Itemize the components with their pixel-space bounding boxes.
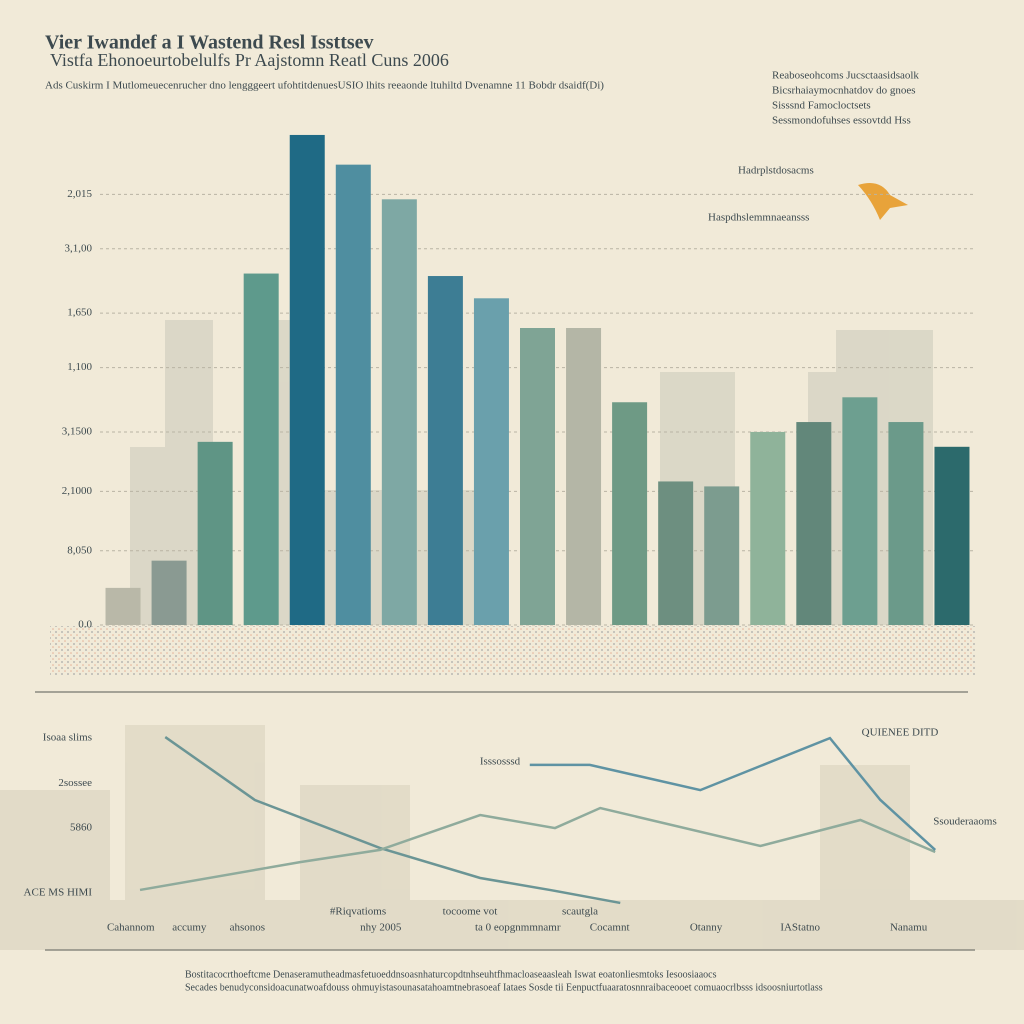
y-tick-label: 2,1000 <box>62 485 93 497</box>
bar <box>197 441 233 625</box>
bar <box>427 276 463 625</box>
x-tick-label: Cocamnt <box>590 922 630 934</box>
annotation: Isssosssd <box>480 756 521 768</box>
bar <box>473 298 509 625</box>
side-note: Hadrplstdosacms <box>738 165 814 177</box>
bar <box>704 486 740 625</box>
annotation: Ssouderaaoms <box>933 816 997 828</box>
annotation: QUIENEE DITD <box>862 727 939 739</box>
x-tick-label: Otanny <box>690 922 723 934</box>
side-note: Bicsrhaiaymocnhatdov do gnoes <box>772 85 916 97</box>
bar <box>289 134 325 625</box>
bar <box>151 560 187 625</box>
description: Ads Cuskirm I Mutlomeuecenrucher dno len… <box>45 80 604 92</box>
y-tick-label: ACE MS HIMI <box>24 886 93 898</box>
y-tick-label: 2,015 <box>67 188 92 200</box>
x-tick-label: ta 0 eopgnmmnamr <box>475 922 561 934</box>
dotted-band <box>50 626 975 676</box>
y-tick-label: 1,650 <box>67 307 92 319</box>
x-tick-label: IAStatno <box>780 922 820 934</box>
x-tick-label: accumy <box>172 922 207 934</box>
y-tick-label: 8,050 <box>67 544 92 556</box>
icon <box>858 182 908 220</box>
bar <box>381 199 417 626</box>
y-tick-label: 2sossee <box>58 777 92 789</box>
y-tick-label: 1,100 <box>67 361 92 373</box>
line <box>139 806 936 892</box>
ghost-buildings <box>0 725 1024 950</box>
bar <box>243 273 279 625</box>
x-tick-label: ahsonos <box>230 922 265 934</box>
annotation: scautgla <box>562 906 598 918</box>
side-note: Sessmondofuhses essovtdd Hss <box>772 115 911 127</box>
y-tick-label: 0.0 <box>78 619 92 631</box>
bar <box>520 328 555 625</box>
side-note: Sisssnd Famocloctsets <box>772 100 871 112</box>
footer: Secades benudyconsidoacunatwoafdouss ohm… <box>185 982 823 993</box>
bar <box>888 422 924 625</box>
bar <box>612 402 648 625</box>
y-tick-label: 3,1500 <box>62 425 93 437</box>
bar <box>566 328 602 625</box>
annotation: tocoome vot <box>443 906 498 918</box>
x-tick-label: Nanamu <box>890 922 928 934</box>
subtitle: Vistfa Ehonoeurtobelulfs Pr Aajstomn Rea… <box>50 50 449 70</box>
y-tick-label: Isoaa slims <box>43 732 92 744</box>
x-tick-label: nhy 2005 <box>360 922 402 934</box>
x-tick-label: Cahannom <box>107 922 155 934</box>
y-tick-label: 5860 <box>70 821 93 833</box>
title: Vier Iwandef a I Wastend Resl Issttsev <box>45 32 374 54</box>
line <box>164 736 621 905</box>
bar <box>750 431 786 625</box>
footer: Bostitacocrthoeftcme Denaseramutheadmasf… <box>185 969 717 980</box>
bar <box>796 422 832 625</box>
bar <box>842 397 878 625</box>
side-note: Haspdhslemmnaeansss <box>708 212 809 224</box>
bar <box>934 446 970 625</box>
bar <box>105 587 141 625</box>
annotation: #Riqvatioms <box>330 906 386 918</box>
line <box>529 736 937 851</box>
y-tick-label: 3,1,00 <box>65 242 93 254</box>
bar <box>335 164 371 625</box>
side-note: Reaboseohcoms Jucsctaasidsaolk <box>772 70 919 82</box>
bar <box>658 481 694 625</box>
